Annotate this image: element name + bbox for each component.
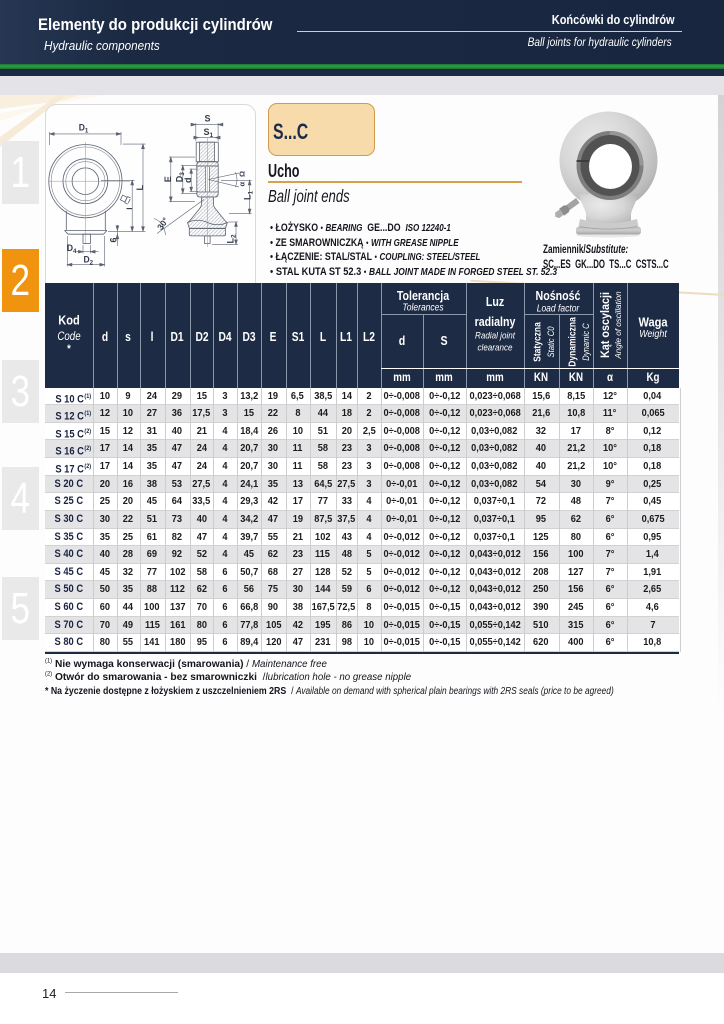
svg-text:30°: 30° [155, 214, 171, 231]
svg-text:α: α [238, 181, 247, 186]
svg-text:D1: D1 [79, 122, 89, 134]
svg-text:D2: D2 [83, 254, 93, 266]
svg-text:L2: L2 [226, 234, 238, 244]
svg-text:Ω: Ω [238, 170, 247, 176]
svg-text:l: l [124, 207, 134, 209]
svg-text:L1: L1 [243, 190, 255, 200]
svg-text:L: L [135, 184, 145, 190]
svg-text:S: S [205, 113, 211, 123]
svg-text:d: d [183, 177, 193, 183]
svg-text:S1: S1 [204, 127, 214, 139]
svg-text:E: E [163, 176, 173, 182]
svg-text:6: 6 [109, 237, 119, 242]
svg-text:D3: D3 [174, 171, 186, 182]
svg-text:D4: D4 [67, 242, 77, 254]
